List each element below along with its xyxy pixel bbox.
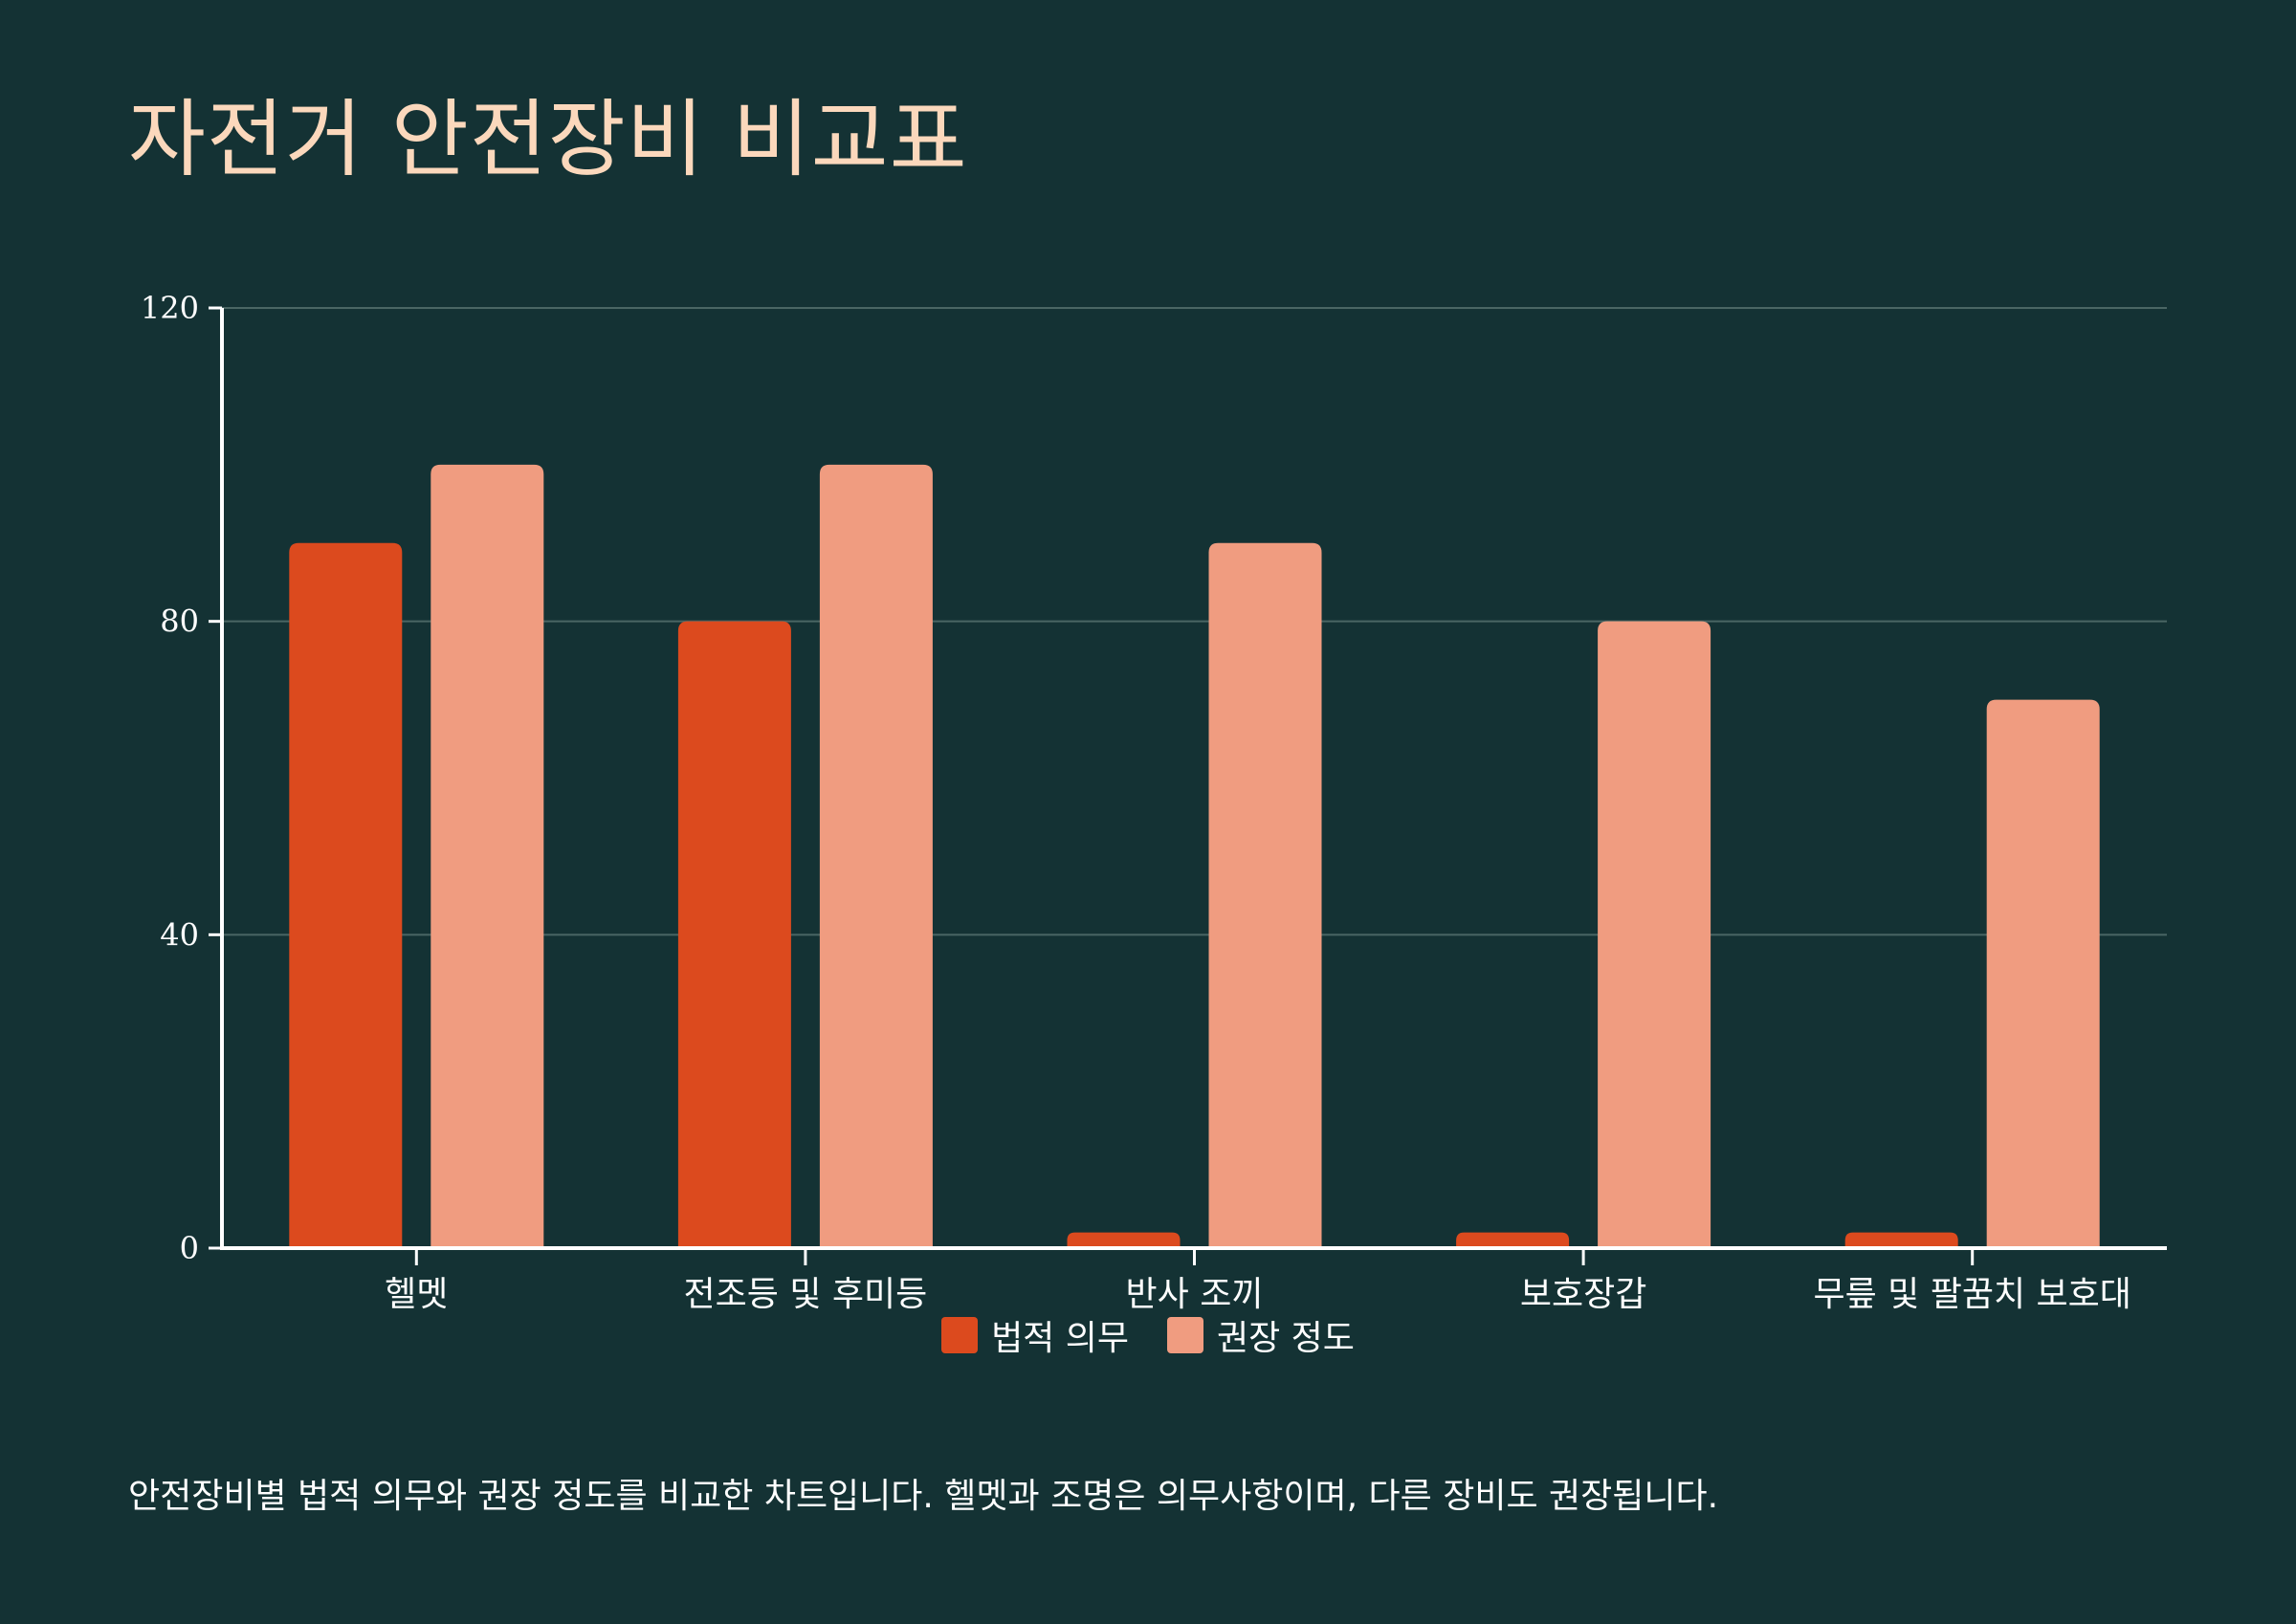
y-tick-label: 120 [141,290,199,326]
x-tick-label: 무릎 및 팔꿈치 보호대 [1813,1275,2130,1314]
chart-legend: 법적 의무 권장 정도 [0,1310,2296,1360]
bar-legal [1067,1232,1181,1248]
y-tick-label: 40 [160,916,199,953]
legend-item-recommended: 권장 정도 [1167,1310,1355,1360]
x-tick-label: 반사 조끼 [1126,1275,1264,1314]
bar-recommended [1208,542,1322,1248]
chart-title: 자전거 안전장비 비교표 [128,90,968,188]
bar-recommended [430,464,544,1248]
x-tick-label: 헬멧 [385,1275,448,1314]
bar-recommended [1986,699,2100,1248]
bar-recommended [1598,621,1711,1248]
bar-legal [1456,1232,1570,1248]
bar-legal [289,542,403,1248]
bar-legal [677,621,791,1248]
x-tick-label: 전조등 및 후미등 [684,1275,928,1314]
bar-legal [1844,1232,1958,1248]
y-tick-label: 0 [180,1230,199,1266]
bar-recommended [819,464,933,1248]
legend-swatch-recommended [1167,1317,1203,1353]
y-tick-label: 80 [160,604,199,640]
x-tick-label: 보호장갑 [1520,1275,1646,1314]
legend-swatch-legal [941,1317,979,1353]
chart-caption: 안전장비별 법적 의무와 권장 정도를 비교한 차트입니다. 헬멧과 조명은 의… [128,1477,1719,1516]
legend-label-legal: 법적 의무 [991,1319,1129,1358]
legend-item-legal: 법적 의무 [941,1310,1129,1360]
legend-label-recommended: 권장 정도 [1217,1319,1355,1358]
